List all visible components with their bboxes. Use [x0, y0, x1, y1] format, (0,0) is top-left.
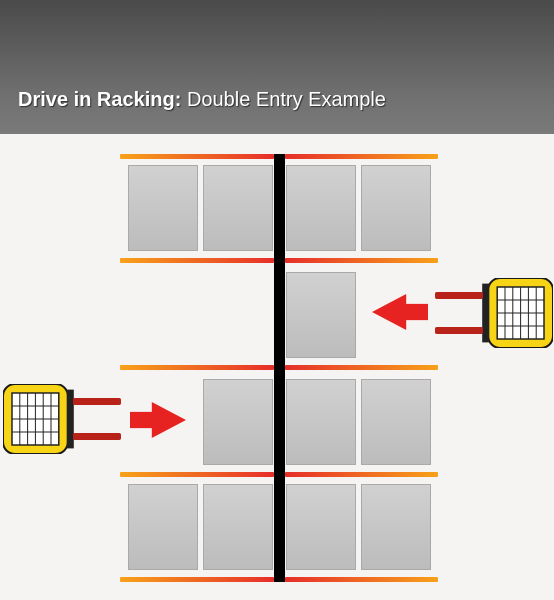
pallet [128, 165, 198, 251]
title-bold: Drive in Racking: [18, 89, 181, 111]
pallet [286, 165, 356, 251]
forklift-fork [73, 398, 121, 405]
rack-beam [120, 154, 274, 159]
rack-beam [285, 472, 439, 477]
forklift-fork [435, 327, 483, 334]
pallet [203, 165, 273, 251]
pallet [203, 484, 273, 570]
forklift-fork [73, 433, 121, 440]
diagram-canvas [0, 134, 554, 600]
rack-beam [285, 258, 439, 263]
pallet [361, 165, 431, 251]
forklift [3, 384, 123, 454]
title-rest: Double Entry Example [181, 89, 386, 111]
rack-beam [120, 258, 274, 263]
rack-beam [120, 577, 274, 582]
rack-beam [285, 154, 439, 159]
pallet [203, 379, 273, 465]
pallet [286, 379, 356, 465]
pallet [286, 484, 356, 570]
pallet [128, 484, 198, 570]
pallet [361, 484, 431, 570]
rack-beam [285, 365, 439, 370]
rack-beam [120, 365, 274, 370]
arrow-right-icon [130, 402, 186, 443]
pallet [361, 379, 431, 465]
pallet [286, 272, 356, 358]
page-title: Drive in Racking: Double Entry Example [18, 89, 386, 112]
header-bar: Drive in Racking: Double Entry Example [0, 0, 554, 134]
rack-spine [274, 154, 285, 582]
arrow-left-icon [372, 294, 428, 335]
rack-beam [120, 472, 274, 477]
forklift-fork [435, 292, 483, 299]
rack-beam [285, 577, 439, 582]
forklift [433, 278, 553, 348]
